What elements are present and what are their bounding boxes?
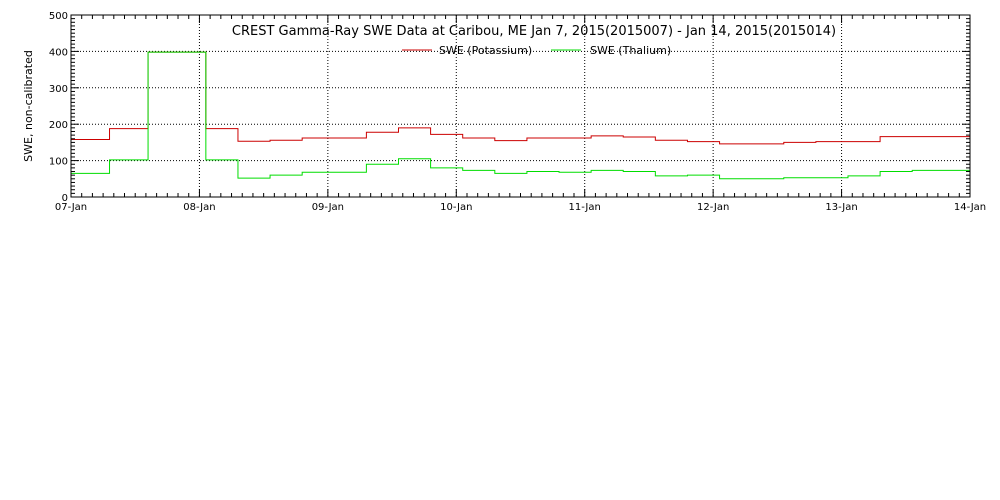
chart-title: CREST Gamma-Ray SWE Data at Caribou, ME … [232,24,836,39]
tick-labels: 0 100 200 300 400 500 07-Jan 08-Jan 09-Jan 10-Jan… [49,11,986,213]
x-tick-label: 07-Jan [55,202,87,213]
axis-ticks [70,14,971,198]
x-tick-label: 11-Jan [569,202,601,213]
legend-label-thalium: SWE (Thalium) [590,44,671,57]
x-tick-label: 14-Jan [954,202,986,213]
y-axis-label: SWE, non-calibrated [22,50,35,162]
legend: SWE (Potassium) SWE (Thalium) [402,44,671,57]
y-tick-label: 500 [49,11,68,22]
series-lines [71,51,970,180]
x-tick-label: 13-Jan [825,202,857,213]
y-tick-label: 100 [49,157,68,168]
x-tick-label: 12-Jan [697,202,729,213]
y-tick-label: 0 [62,193,68,204]
legend-label-potassium: SWE (Potassium) [439,44,532,57]
grid-lines [71,15,970,197]
x-tick-label: 10-Jan [440,202,472,213]
series-line-swe-thalium [71,51,970,180]
series-line-swe-potassium [71,51,970,145]
y-tick-label: 300 [49,84,68,95]
y-tick-label: 400 [49,47,68,58]
y-tick-label: 200 [49,120,68,131]
x-tick-label: 09-Jan [312,202,344,213]
x-tick-label: 08-Jan [183,202,215,213]
